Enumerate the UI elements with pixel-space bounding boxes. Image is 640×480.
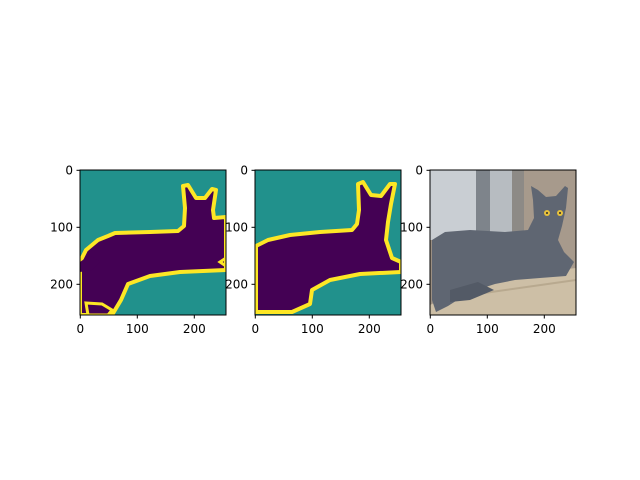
panel-predicted-mask: 0 100 200 0 100 200 bbox=[50, 164, 227, 336]
x-tick-label: 0 bbox=[76, 322, 84, 336]
y-tick-label: 200 bbox=[50, 278, 73, 292]
x-tick-label: 200 bbox=[358, 322, 381, 336]
x-tick-label: 0 bbox=[426, 322, 434, 336]
x-tick-label: 100 bbox=[476, 322, 499, 336]
ground-truth-mask-frame bbox=[254, 169, 402, 316]
ground-truth-mask-y-axis: 0 100 200 bbox=[225, 164, 255, 292]
predicted-mask-x-axis: 0 100 200 bbox=[76, 315, 206, 336]
panel-ground-truth-mask: 0 100 200 0 100 200 bbox=[225, 164, 402, 336]
cat-photo-frame bbox=[429, 169, 577, 316]
predicted-mask-paw-blob bbox=[84, 301, 115, 315]
cat-photo-x-axis: 0 100 200 bbox=[426, 315, 556, 336]
y-tick-label: 100 bbox=[225, 221, 248, 235]
x-tick-label: 100 bbox=[301, 322, 324, 336]
x-tick-label: 200 bbox=[533, 322, 556, 336]
predicted-mask-frame bbox=[79, 169, 227, 316]
x-tick-label: 200 bbox=[183, 322, 206, 336]
x-tick-label: 100 bbox=[126, 322, 149, 336]
x-tick-label: 0 bbox=[251, 322, 259, 336]
y-tick-label: 0 bbox=[240, 164, 248, 178]
cat-body bbox=[432, 186, 574, 312]
predicted-mask-cat-region bbox=[80, 183, 226, 315]
ground-truth-mask-image bbox=[255, 170, 401, 315]
predicted-mask-y-axis: 0 100 200 bbox=[50, 164, 80, 292]
cat-photo-y-axis: 0 100 200 bbox=[400, 164, 430, 292]
y-tick-label: 200 bbox=[225, 278, 248, 292]
stone-ledge bbox=[430, 268, 576, 315]
predicted-mask-left-blob bbox=[80, 255, 100, 272]
y-tick-label: 0 bbox=[65, 164, 73, 178]
window-pane bbox=[430, 170, 476, 240]
ground-truth-mask-cat-region bbox=[255, 180, 401, 314]
y-tick-label: 0 bbox=[415, 164, 423, 178]
cat-photo-image bbox=[430, 170, 576, 315]
y-tick-label: 100 bbox=[400, 221, 423, 235]
panel-cat-photo: 0 100 200 0 100 200 bbox=[400, 164, 577, 336]
y-tick-label: 200 bbox=[400, 278, 423, 292]
predicted-mask-image bbox=[80, 170, 226, 315]
y-tick-label: 100 bbox=[50, 221, 73, 235]
ground-truth-mask-x-axis: 0 100 200 bbox=[251, 315, 381, 336]
